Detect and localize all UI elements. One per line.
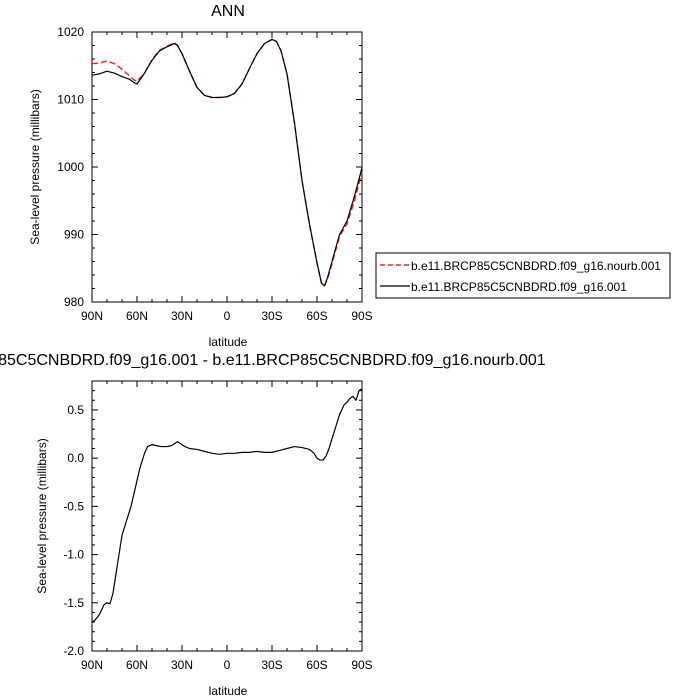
top-chart-y-tick-label: 1010	[57, 93, 84, 107]
top-chart-x-tick-label: 90S	[351, 309, 372, 323]
bottom-chart-x-tick-label: 90S	[351, 658, 372, 672]
top-chart-series-line-0	[91, 38, 363, 287]
bottom-chart-y-tick-label: -1.0	[63, 548, 84, 562]
top-chart-series-line-1	[91, 38, 363, 287]
legend-label-base: b.e11.BRCP85C5CNBDRD.f09_g16.001	[411, 280, 627, 294]
top-chart-x-tick-label: 60N	[126, 309, 148, 323]
bottom-chart-x-tick-label: 90N	[81, 658, 103, 672]
top-chart-title: ANN	[211, 3, 245, 20]
bottom-chart-x-tick-label: 0	[224, 658, 231, 672]
top-chart-x-tick-label: 30N	[171, 309, 193, 323]
bottom-chart-series-group	[91, 388, 363, 623]
top-chart-x-tick-label: 90N	[81, 309, 103, 323]
bottom-chart-x-tick-label: 30S	[261, 658, 282, 672]
top-chart-x-tick-label: 60S	[306, 309, 327, 323]
bottom-chart-x-tick-label: 60S	[306, 658, 327, 672]
bottom-chart-series-line-0	[91, 388, 363, 623]
bottom-chart-x-axis-label: latitude	[209, 684, 248, 698]
top-chart-y-tick-label: 1020	[57, 25, 84, 39]
bottom-chart-x-tick-label: 30N	[171, 658, 193, 672]
top-chart-frame	[91, 31, 363, 303]
bottom-chart-x-axis: 90N 60N 30N 0 30S 60S 90S	[81, 381, 373, 672]
top-chart-x-tick-label: 0	[224, 309, 231, 323]
bottom-chart-panel: b.e11.BRCP85C5CNBDRD.f09_g16.001 - b.e11…	[0, 352, 546, 698]
top-chart-y-axis: 980 990 1000 1010 1020	[57, 25, 362, 309]
bottom-chart-title: b.e11.BRCP85C5CNBDRD.f09_g16.001 - b.e11…	[0, 352, 546, 369]
top-chart-x-axis-label: latitude	[209, 335, 248, 349]
top-chart-series-group	[91, 38, 363, 287]
bottom-chart-y-tick-label: -1.5	[63, 596, 84, 610]
top-chart-y-tick-label: 1000	[57, 160, 84, 174]
legend-box	[375, 252, 671, 299]
legend: b.e11.BRCP85C5CNBDRD.f09_g16.nourb.001 b…	[375, 252, 671, 299]
legend-label-nourb: b.e11.BRCP85C5CNBDRD.f09_g16.nourb.001	[411, 259, 661, 273]
bottom-chart-y-tick-label: -0.5	[63, 499, 84, 513]
bottom-chart-y-axis-label: Sea-level pressure (millibars)	[35, 438, 49, 593]
bottom-chart-y-axis: -2.0 -1.5 -1.0 -0.5 0.0 0.5	[63, 380, 362, 658]
top-chart-y-tick-label: 990	[64, 228, 84, 242]
top-chart-y-tick-label: 980	[64, 295, 84, 309]
bottom-chart-y-tick-label: 0.5	[67, 403, 84, 417]
bottom-chart-frame	[91, 380, 363, 652]
top-chart-x-tick-label: 30S	[261, 309, 282, 323]
bottom-chart-y-tick-label: 0.0	[67, 451, 84, 465]
top-chart-x-axis: 90N 60N 30N 0 30S 60S 90S	[81, 32, 373, 323]
bottom-chart-y-tick-label: -2.0	[63, 644, 84, 658]
top-chart-y-axis-label: Sea-level pressure (millibars)	[28, 89, 42, 244]
bottom-chart-x-tick-label: 60N	[126, 658, 148, 672]
